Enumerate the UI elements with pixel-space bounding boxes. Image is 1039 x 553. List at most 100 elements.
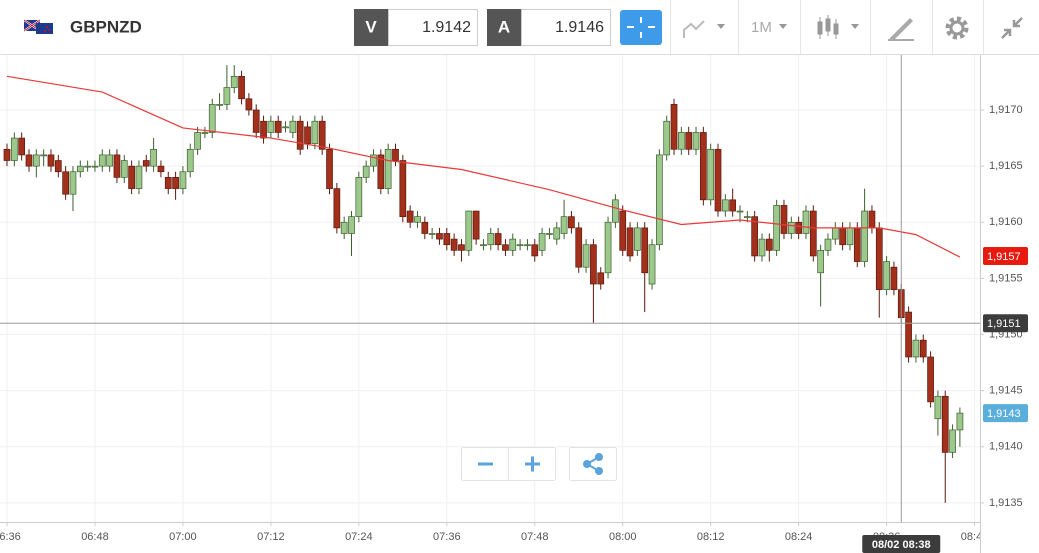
candle-body — [941, 395, 949, 453]
candle-body — [795, 221, 802, 234]
bid-field[interactable] — [388, 9, 478, 46]
candle-body — [582, 244, 590, 268]
candle-body — [186, 148, 194, 173]
y-tick-label: 1,9170 — [989, 104, 1023, 116]
ask-field[interactable] — [521, 9, 611, 46]
candle-body — [289, 120, 297, 133]
x-tick-label: 08:48 — [961, 531, 989, 543]
candle-body — [905, 311, 912, 358]
candle-style-button[interactable] — [817, 15, 859, 39]
candle-body — [260, 120, 267, 139]
candle-body — [282, 126, 289, 129]
bid-label: V — [365, 17, 377, 36]
collapse-button[interactable] — [1001, 17, 1023, 39]
candle-body — [32, 154, 40, 167]
candle-body — [128, 165, 135, 189]
candle-body — [699, 132, 707, 201]
toolbar: GBPNZD V 1.9142 A 1.9146 1M — [0, 0, 1039, 55]
candle-body — [223, 87, 231, 105]
candle-body — [575, 227, 583, 268]
candle-body — [69, 171, 77, 195]
candle-body — [751, 216, 759, 257]
x-tick-label: 07:48 — [521, 531, 549, 543]
candle-body — [487, 233, 495, 246]
ma-price-label-box — [983, 246, 1028, 265]
candle-body — [84, 165, 91, 168]
candle-body — [274, 120, 282, 133]
candle-body — [787, 221, 795, 234]
candle-body — [524, 244, 531, 247]
candle-body — [678, 132, 685, 150]
candle-body — [414, 216, 421, 223]
candle-body — [824, 238, 832, 251]
candle-body — [758, 238, 766, 257]
last-price-label: 1,9143 — [987, 408, 1021, 420]
y-tick-label: 1,9135 — [989, 497, 1023, 509]
candle-body — [568, 216, 575, 229]
candle-body — [670, 104, 678, 150]
candle-body — [296, 120, 304, 150]
candle-body — [883, 261, 890, 290]
share-button[interactable] — [569, 447, 617, 481]
candle-body — [743, 216, 751, 219]
x-tick-label: 06:48 — [81, 531, 109, 543]
candle-body — [164, 177, 172, 189]
zoom-in[interactable] — [525, 456, 540, 472]
ask-badge — [487, 9, 521, 46]
symbol: GBPNZD — [70, 17, 142, 36]
crosshair-button[interactable] — [620, 10, 662, 45]
candle-body — [912, 339, 920, 358]
candle-body — [729, 199, 737, 212]
candle-body — [509, 238, 517, 251]
candle-body — [472, 210, 480, 240]
candle-body — [656, 154, 663, 246]
settings-button[interactable] — [945, 16, 969, 40]
candle-body — [604, 221, 612, 274]
candle-body — [91, 165, 99, 168]
chart-type-button[interactable] — [683, 20, 725, 38]
candle-body — [436, 233, 443, 240]
candle-body — [318, 120, 326, 150]
candle-body — [194, 132, 201, 150]
candle-body — [76, 165, 84, 173]
candle-body — [362, 165, 370, 178]
candle-body — [18, 137, 26, 156]
candle-body — [3, 148, 11, 161]
candle-body — [10, 137, 18, 161]
candle-body — [40, 154, 48, 157]
candle-body — [494, 233, 502, 246]
candle-body — [135, 165, 143, 189]
draw-button[interactable] — [888, 18, 914, 41]
last-price-label-box — [983, 404, 1028, 423]
candle-body — [326, 148, 333, 189]
x-tick-label: 08:00 — [609, 531, 637, 543]
bid-badge — [354, 9, 388, 46]
candle-body — [780, 205, 788, 234]
candle-body — [875, 227, 883, 290]
candle-body — [648, 244, 656, 285]
candle-body — [421, 221, 429, 234]
candle-body — [538, 233, 546, 251]
timeframe-button[interactable]: 1M — [751, 19, 787, 36]
candle-body — [590, 244, 597, 285]
candle-body — [663, 120, 671, 156]
candle-body — [245, 98, 253, 111]
candle-body — [428, 233, 436, 235]
candle-body — [597, 272, 605, 285]
candle-body — [142, 160, 150, 167]
crosshair-price-label-box — [983, 314, 1028, 333]
candle-body — [721, 199, 729, 212]
candle-body — [707, 148, 715, 201]
share-icon — [583, 453, 603, 475]
candle-body — [861, 210, 868, 262]
candle-body — [890, 266, 898, 290]
candle-body — [560, 216, 568, 234]
candle-body — [839, 227, 846, 246]
candle-body — [179, 171, 187, 189]
candle-body — [502, 244, 509, 251]
overlay: 1,9157 1,9151 1,9143 08/02 08:38 — [0, 55, 1028, 553]
candle-body — [773, 205, 781, 251]
candle-body — [934, 395, 942, 420]
y-tick-label: 1,9145 — [989, 385, 1023, 397]
